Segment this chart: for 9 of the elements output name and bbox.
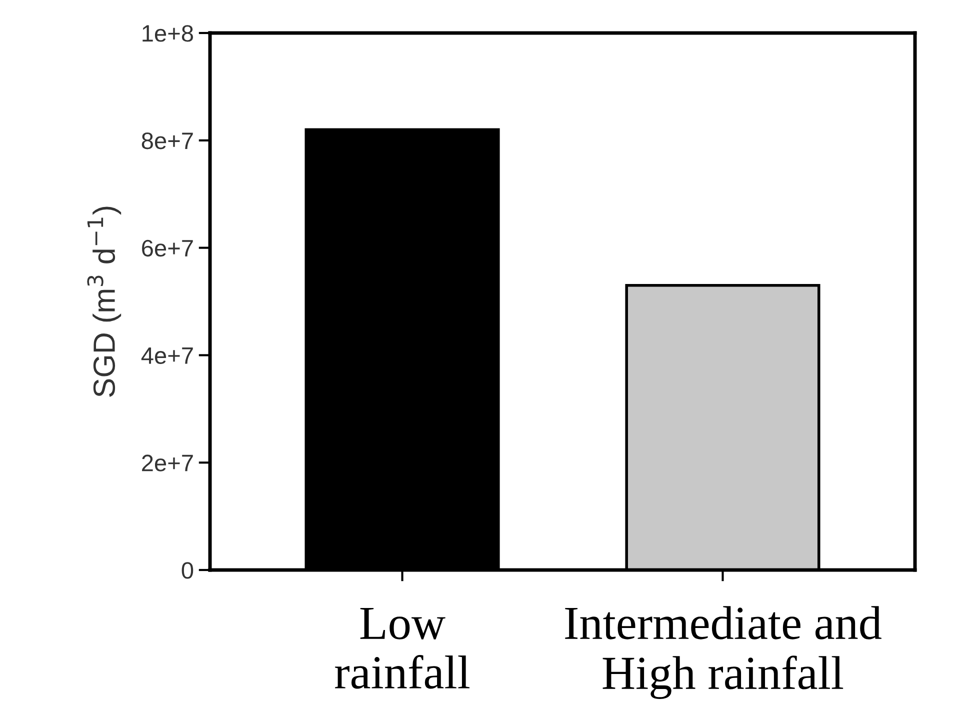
y-tick-label: 1e+8 (142, 25, 194, 42)
y-tick-label: 8e+7 (142, 132, 193, 150)
y-tick-label: 0 (182, 562, 194, 579)
y-tick-label: 2e+7 (142, 454, 193, 472)
x-tick-label: Low rainfall (335, 608, 470, 689)
y-axis-title: SGD (m$^{3}$ d$^{−1}$) (87, 206, 122, 397)
x-tick-label: Intermediate and High rainfall (565, 606, 882, 700)
y-tick-label: 6e+7 (142, 240, 193, 257)
y-tick-label: 4e+7 (141, 348, 193, 364)
